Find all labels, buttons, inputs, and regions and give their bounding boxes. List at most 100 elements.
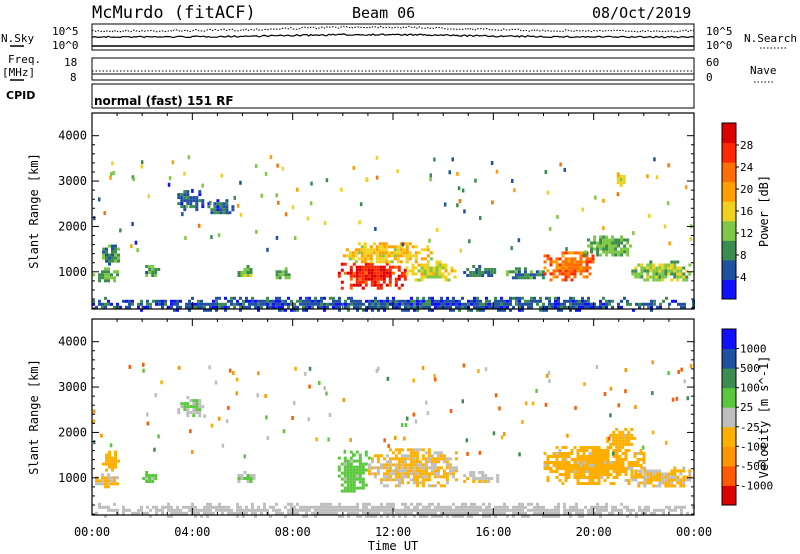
speckle-cell: [425, 400, 428, 405]
data-cell: [392, 505, 395, 509]
data-cell: [360, 260, 364, 264]
data-cell: [479, 302, 482, 306]
data-cell: [485, 296, 488, 300]
speckle-cell: [257, 371, 260, 376]
data-cell: [552, 275, 556, 279]
data-cell: [401, 299, 404, 303]
data-cell: [395, 511, 398, 515]
data-cell: [515, 302, 518, 306]
data-cell: [655, 469, 659, 473]
data-cell: [148, 265, 152, 268]
data-cell: [585, 461, 589, 464]
data-cell: [596, 305, 599, 309]
data-cell: [246, 268, 250, 271]
noise-tick-right-bottom: 10^0: [706, 39, 733, 52]
data-cell: [272, 299, 275, 303]
data-cell: [397, 472, 401, 476]
data-cell: [658, 272, 662, 276]
data-cell: [526, 273, 530, 277]
data-cell: [251, 505, 254, 509]
data-cell: [116, 508, 119, 512]
data-cell: [561, 272, 565, 276]
data-cell: [454, 457, 458, 461]
data-cell: [269, 302, 272, 306]
data-cell: [488, 299, 491, 303]
data-cell: [340, 477, 344, 481]
data-cell: [421, 481, 425, 485]
data-cell: [403, 271, 407, 275]
data-cell: [380, 502, 383, 506]
data-cell: [623, 505, 626, 509]
data-cell: [379, 454, 383, 458]
scatter-region: [606, 427, 637, 449]
data-cell: [518, 505, 521, 509]
data-cell: [302, 299, 305, 303]
data-cell: [397, 277, 401, 281]
data-cell: [506, 505, 509, 509]
data-cell: [445, 460, 449, 464]
scatter-region: [177, 190, 205, 212]
data-cell: [365, 511, 368, 515]
data-cell: [228, 211, 232, 215]
data-cell: [180, 196, 184, 200]
data-cell: [189, 199, 193, 203]
data-cell: [354, 260, 358, 264]
data-cell: [393, 251, 397, 255]
data-cell: [413, 302, 416, 306]
speckle-cell: [358, 220, 361, 225]
data-cell: [426, 263, 430, 267]
data-cell: [329, 505, 332, 509]
data-cell: [506, 299, 509, 303]
data-cell: [194, 505, 197, 509]
data-cell: [219, 211, 223, 215]
speckle-cell: [132, 177, 135, 182]
data-cell: [423, 269, 427, 273]
data-cell: [688, 469, 692, 473]
data-cell: [363, 245, 367, 249]
data-cell: [552, 455, 556, 458]
speckle-cell: [109, 172, 113, 177]
data-cell: [203, 302, 206, 306]
data-cell: [520, 273, 524, 277]
data-cell: [349, 450, 353, 454]
data-cell: [427, 466, 431, 470]
data-cell: [624, 449, 628, 452]
data-cell: [213, 211, 217, 215]
data-cell: [514, 267, 518, 271]
data-cell: [173, 308, 176, 312]
speckle-cell: [220, 173, 223, 178]
data-cell: [643, 478, 647, 482]
data-cell: [505, 270, 509, 274]
data-cell: [405, 251, 409, 255]
data-cell: [388, 475, 392, 479]
data-cell: [605, 247, 609, 251]
data-cell: [384, 242, 388, 246]
data-cell: [563, 302, 566, 306]
data-cell: [194, 511, 197, 515]
data-cell: [415, 481, 419, 485]
data-cell: [653, 299, 656, 303]
data-cell: [415, 484, 419, 488]
speckle-cell: [255, 229, 258, 234]
data-cell: [538, 270, 542, 274]
data-cell: [388, 280, 392, 284]
data-cell: [380, 299, 383, 303]
speckle-cell: [146, 421, 150, 426]
data-cell: [368, 502, 371, 506]
data-cell: [543, 266, 547, 270]
data-cell: [131, 302, 134, 306]
colorbar-swatch: [722, 446, 736, 467]
data-cell: [426, 272, 430, 276]
data-cell: [403, 460, 407, 464]
data-cell: [564, 458, 568, 461]
data-cell: [302, 302, 305, 306]
data-cell: [240, 474, 244, 477]
data-cell: [615, 461, 619, 464]
data-cell: [614, 238, 618, 242]
data-cell: [609, 467, 613, 470]
data-cell: [688, 478, 692, 482]
speckle-cell: [513, 188, 516, 193]
data-cell: [527, 502, 530, 506]
data-cell: [107, 508, 110, 512]
data-cell: [374, 305, 377, 309]
